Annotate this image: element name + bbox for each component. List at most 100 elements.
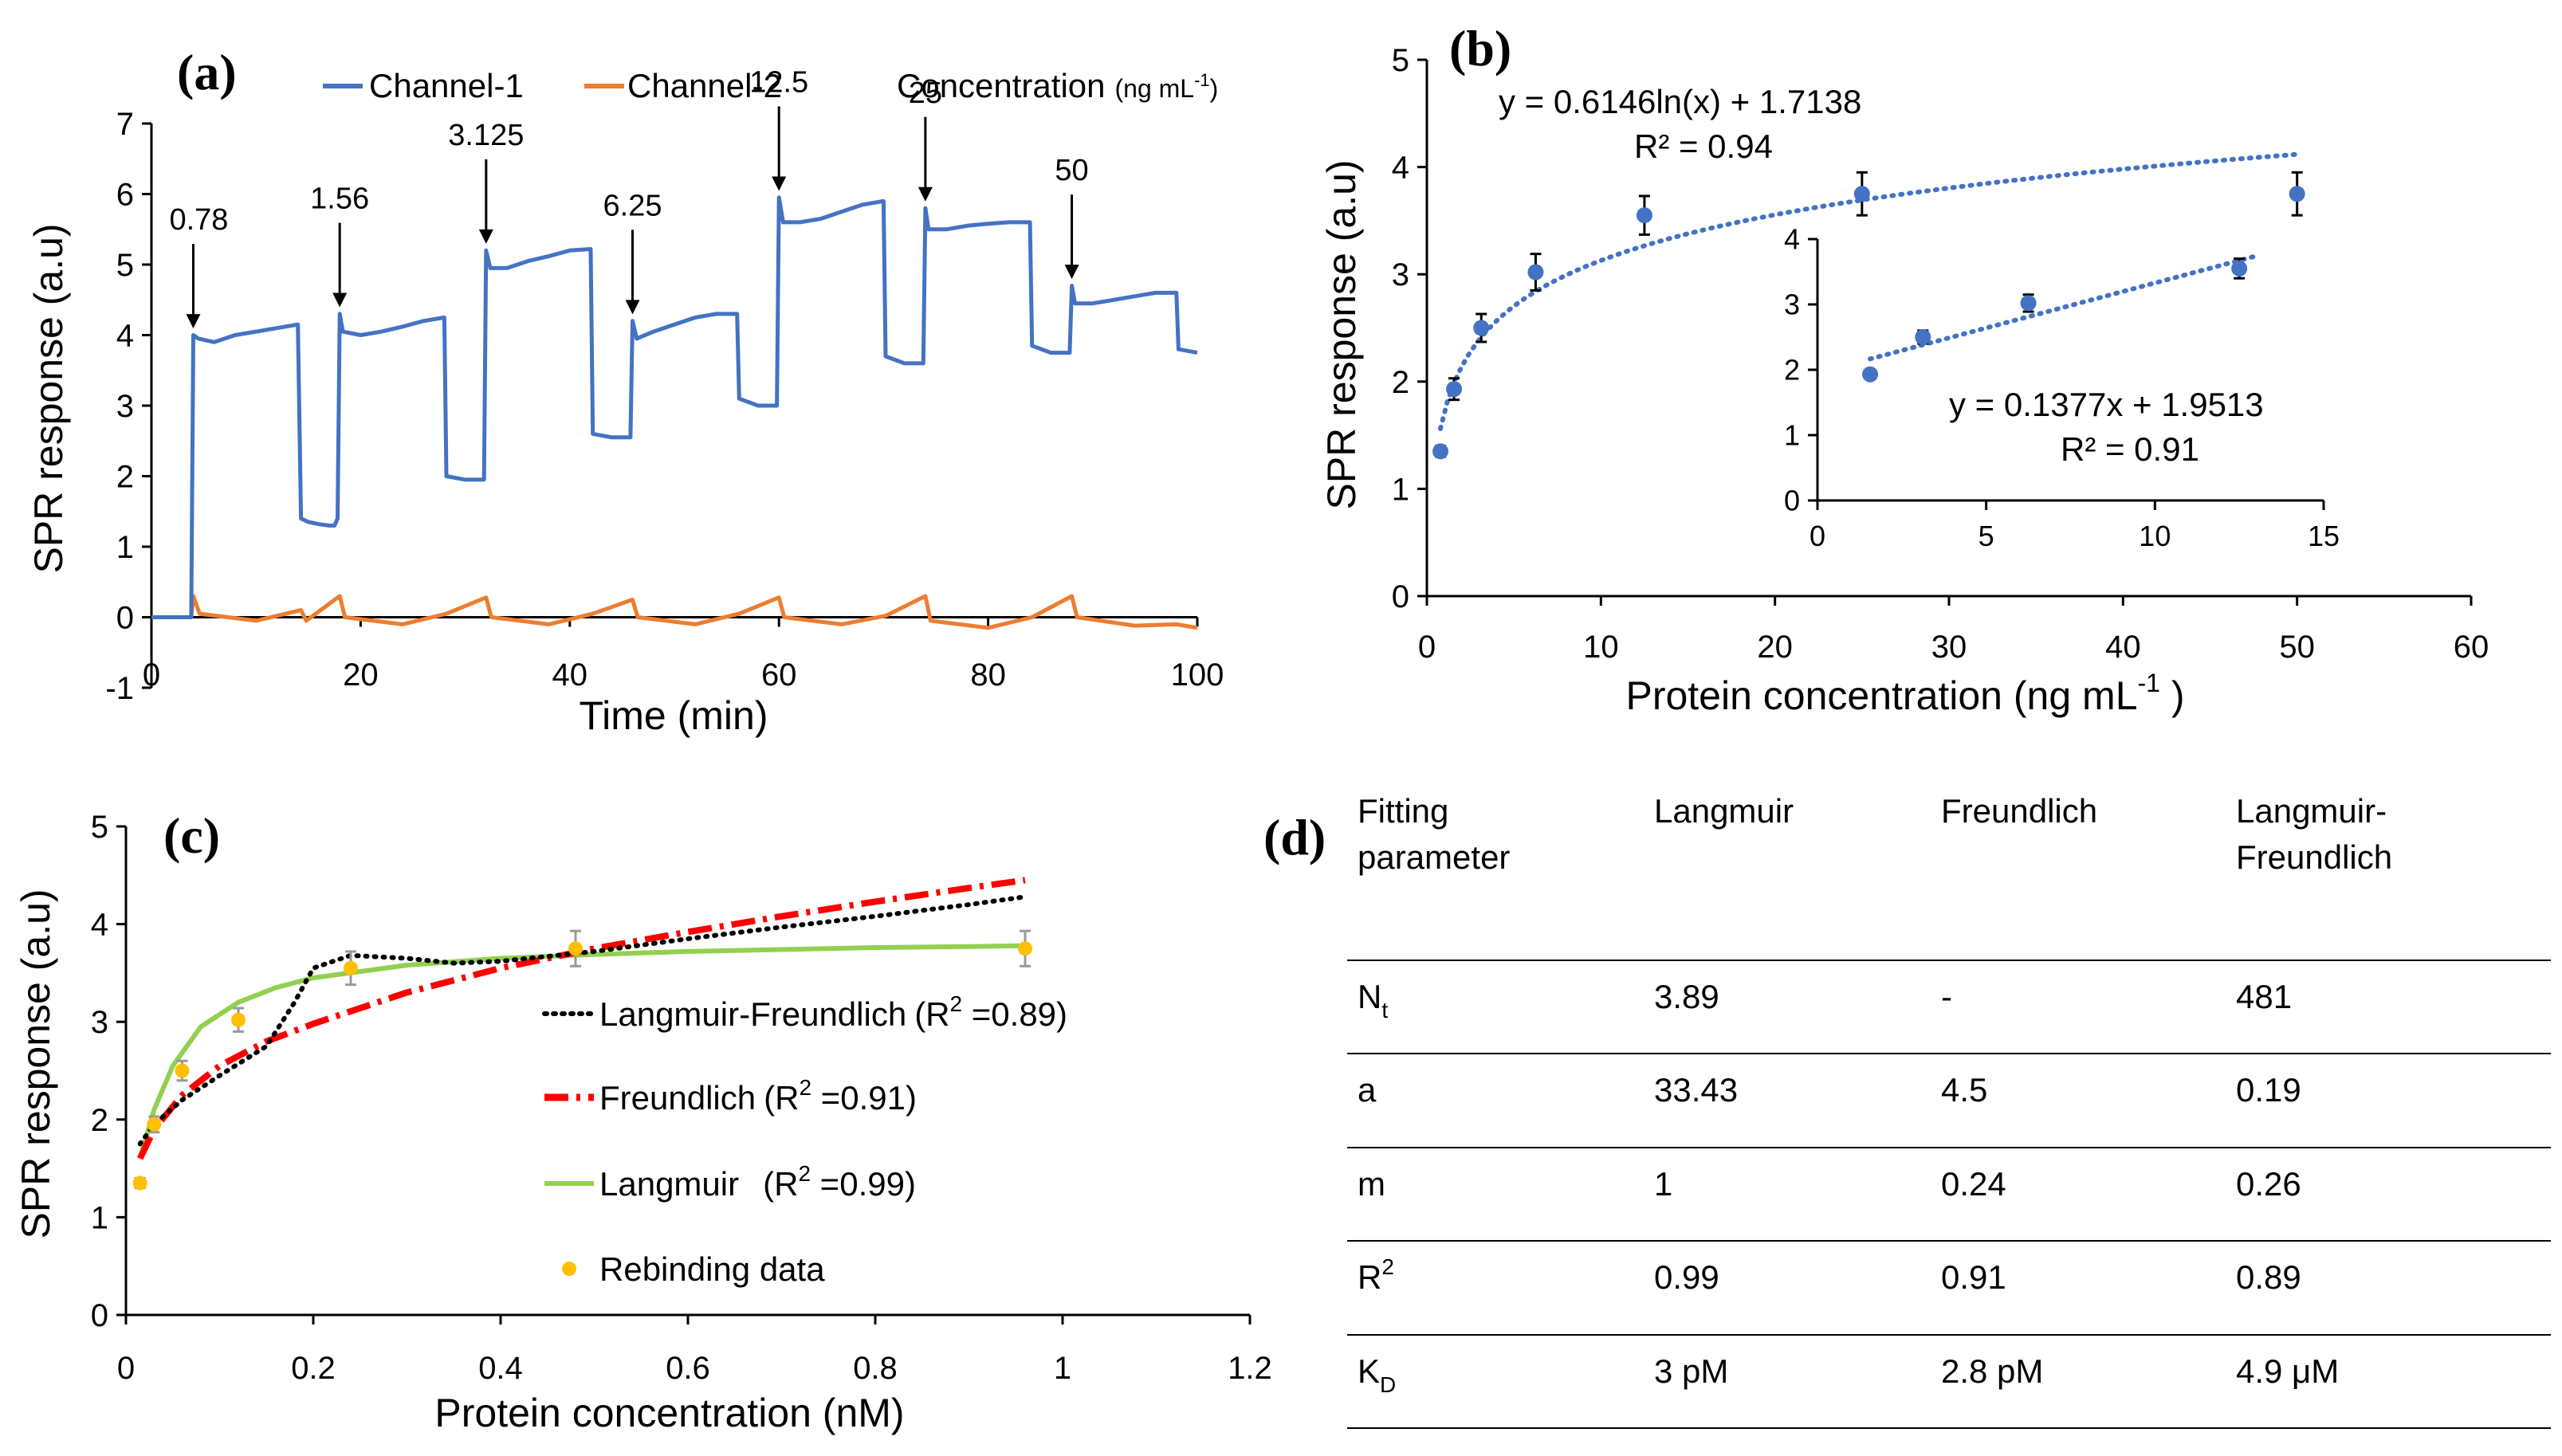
- data-point: [147, 1117, 162, 1132]
- panel-b-inset-fit-equation: y = 0.1377x + 1.9513: [1949, 386, 2264, 423]
- panel-b-inset-fit-line: [1868, 253, 2259, 362]
- concentration-annotation: 50: [1055, 154, 1088, 187]
- legend-rebinding-label: Rebinding data: [599, 1250, 825, 1288]
- y-tick-label: 1: [1392, 472, 1409, 507]
- x-tick-label: 0.4: [478, 1351, 523, 1386]
- panel-d-label: (d): [1263, 809, 1326, 865]
- panel-c-x-axis-title: Protein concentration (nM): [434, 1391, 904, 1435]
- y-tick-label: 4: [91, 908, 108, 943]
- panel-c-series: [136, 877, 1028, 1160]
- data-point: [1636, 207, 1652, 224]
- y-tick-label: -1: [105, 671, 134, 706]
- table-value-cell: 33.43: [1654, 1071, 1738, 1109]
- legend-channel-1-label: Channel-1: [369, 67, 524, 104]
- data-point: [1853, 186, 1870, 202]
- y-tick-label: 4: [1392, 151, 1409, 186]
- x-tick-label: 30: [1931, 630, 1967, 665]
- legend-rebinding-marker: [562, 1262, 576, 1276]
- panel-b-x-axis-title-superscript: -1: [2138, 669, 2160, 697]
- panel-b-inset-fit-r2: R² = 0.91: [2061, 430, 2199, 468]
- table-value-cell: 2.8 pM: [1941, 1352, 2043, 1390]
- panel-b-y-axis-title: SPR response (a.u): [1319, 159, 1364, 509]
- legend-lf-r2-sup: 2: [950, 991, 963, 1016]
- panel-c-label: (c): [163, 807, 220, 864]
- param-superscript: 2: [1381, 1254, 1394, 1279]
- langmuir-freundlich-curve: [137, 894, 1028, 1147]
- panel-a-annotations: 0.78 1.56 3.125 6.25 12.5 25 50: [169, 66, 1089, 329]
- panel-c-isotherm-chart: (c) 0 0.2 0.4 0.6 0.8 1 1.2 0 1 2 3 4 5 Protein conc…: [14, 807, 1272, 1435]
- table-value-cell: 4.9 μM: [2236, 1352, 2339, 1390]
- panel-b-inset-points: [1862, 257, 2248, 383]
- concentration-title: Concentration: [897, 67, 1106, 104]
- y-tick-label: 0: [1392, 579, 1409, 614]
- x-tick-label: 1: [1054, 1351, 1071, 1386]
- data-point: [231, 1012, 246, 1027]
- annotation-arrow-head: [772, 176, 787, 191]
- linear-fit-line: [1868, 253, 2259, 362]
- table-header-cell: Freundlich: [1941, 792, 2097, 830]
- x-tick-label: 15: [2308, 520, 2340, 552]
- data-point: [1527, 264, 1544, 281]
- param-symbol: K: [1358, 1352, 1380, 1390]
- panel-d-table: (d) Fitting parameter Langmuir Freundlich La…: [1263, 792, 2551, 1429]
- concentration-annotation: 6.25: [603, 189, 662, 222]
- x-tick-label: 1.2: [1228, 1351, 1272, 1386]
- y-tick-label: 0: [1784, 485, 1800, 517]
- y-tick-label: 3: [91, 1005, 108, 1040]
- x-tick-label: 80: [970, 657, 1006, 693]
- y-tick-label: 1: [91, 1200, 108, 1235]
- y-tick-label: 5: [91, 810, 108, 845]
- x-tick-label: 5: [1978, 520, 1994, 552]
- y-tick-label: 6: [116, 178, 134, 213]
- param-symbol: a: [1358, 1071, 1377, 1109]
- legend-freundlich-label: Freundlich (R2 =0.91): [599, 1075, 917, 1117]
- y-tick-label: 2: [116, 460, 134, 495]
- data-point: [132, 1175, 147, 1191]
- concentration-unit: (ng mL: [1115, 74, 1195, 103]
- data-point: [1915, 329, 1931, 345]
- table-header-cell: Freundlich: [2236, 838, 2392, 876]
- panel-a-y-axis-title: SPR response (a.u): [26, 223, 71, 573]
- panel-b-label: (b): [1449, 20, 1511, 77]
- y-tick-label: 2: [1784, 354, 1800, 387]
- parameter-table: Fitting parameter Langmuir Freundlich Langmu…: [1347, 792, 2551, 1429]
- data-point: [175, 1063, 190, 1078]
- legend-concentration-label: Concentration (ng mL-1): [897, 67, 1218, 104]
- annotation-arrow-head: [478, 229, 493, 244]
- table-header-cell: Langmuir: [1654, 792, 1794, 830]
- table-value-cell: 0.19: [2236, 1071, 2301, 1109]
- panel-a-axes: 0 20 40 60 80 100 -1 0 1 2 3 4 5 6 7: [105, 107, 1224, 706]
- table-value-cell: 3.89: [1654, 978, 1719, 1015]
- legend-lf-label: Langmuir-Freundlich (R2 =0.89): [599, 991, 1067, 1033]
- channel-1-line: [151, 195, 1198, 619]
- y-tick-label: 5: [116, 248, 134, 283]
- concentration-annotation: 3.125: [448, 119, 524, 152]
- data-point: [344, 960, 358, 975]
- param-subscript: D: [1380, 1372, 1396, 1397]
- y-tick-label: 7: [116, 107, 134, 142]
- data-point: [1862, 366, 1879, 383]
- table-value-cell: -: [1941, 978, 1952, 1015]
- data-point: [2231, 260, 2248, 277]
- panel-b-fit-line: [1438, 151, 2300, 431]
- y-tick-label: 3: [1392, 257, 1409, 292]
- concentration-annotation: 12.5: [749, 66, 808, 100]
- log-fit-curve: [1438, 151, 2300, 431]
- x-tick-label: 10: [2139, 520, 2171, 552]
- y-tick-label: 2: [1392, 365, 1409, 400]
- y-tick-label: 0: [116, 601, 134, 636]
- x-tick-label: 40: [2105, 630, 2141, 665]
- y-tick-label: 5: [1392, 43, 1409, 78]
- x-tick-label: 0.8: [853, 1351, 898, 1386]
- panel-b-fit-r2: R² = 0.94: [1634, 128, 1773, 165]
- x-tick-label: 0: [143, 657, 160, 693]
- legend-lf-r2-val: =0.89): [962, 995, 1067, 1033]
- freundlich-curve: [136, 877, 1026, 1160]
- x-tick-label: 60: [2454, 630, 2489, 665]
- x-tick-label: 10: [1583, 630, 1619, 665]
- channel-2-line: [151, 594, 1198, 630]
- y-tick-label: 4: [116, 319, 134, 354]
- panel-b-x-axis-title-text: Protein concentration (ng mL: [1625, 673, 2137, 718]
- panel-b-inset-axes: 0 5 10 15 0 1 2 3 4: [1784, 223, 2340, 552]
